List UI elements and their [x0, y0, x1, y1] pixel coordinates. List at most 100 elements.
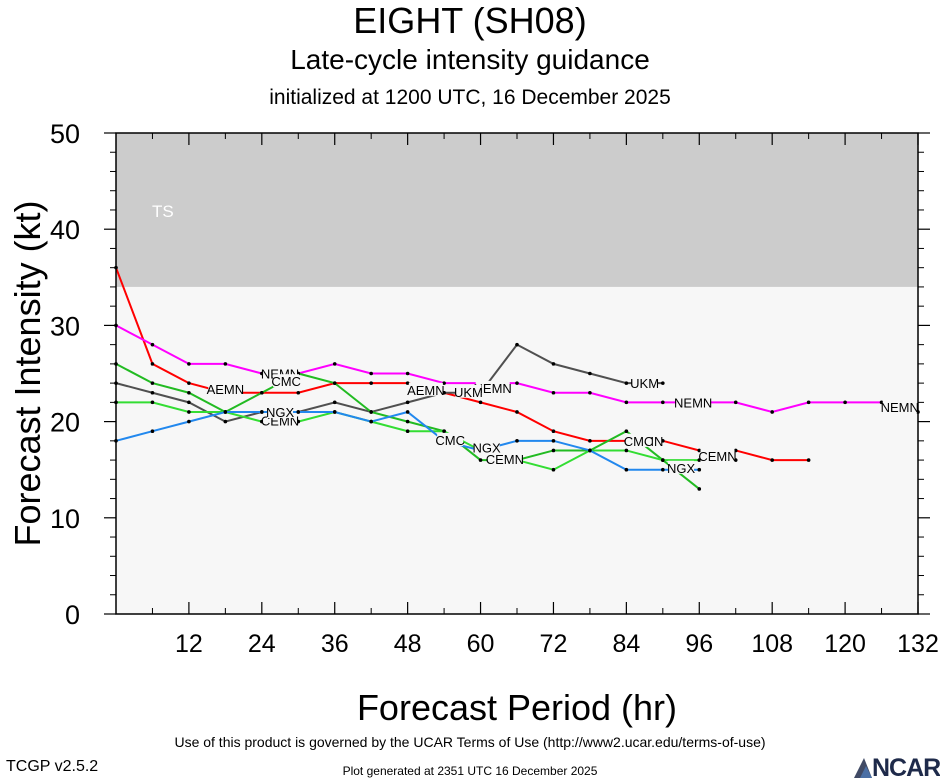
series-label-bg [631, 376, 658, 390]
data-point-ngx [661, 467, 665, 472]
series-label-nemn: NEMN [674, 395, 712, 410]
data-point-ukm [223, 419, 228, 424]
intensity-band-ts [116, 133, 918, 287]
y-tick-label: 30 [50, 311, 80, 341]
data-point-ukm [624, 381, 629, 385]
data-point-cmc [260, 390, 264, 395]
data-point-ukm [515, 342, 519, 347]
data-point-cemn [551, 467, 556, 472]
band-label: TS [152, 202, 174, 221]
data-point-aemn [515, 410, 519, 414]
data-point-cemn [260, 419, 264, 424]
series-label-aemn: AEMN [407, 383, 445, 398]
series-label-cmc: CMC [624, 434, 654, 449]
x-tick-label: 132 [897, 630, 939, 658]
data-point-aemn [661, 439, 665, 443]
series-label-cemn: CEMN [486, 452, 524, 467]
data-point-aemn [697, 448, 702, 453]
data-point-aemn [187, 381, 191, 385]
series-label-ngx: NGX [473, 441, 502, 456]
data-point-ngx [223, 410, 228, 414]
data-point-cmc [332, 381, 337, 385]
data-point-cmc [624, 429, 629, 434]
series-label-cemn: CEMN [698, 449, 736, 464]
data-point-ngx [697, 467, 702, 472]
data-point-nemn [150, 342, 155, 347]
data-point-aemn [733, 448, 738, 453]
data-point-nemn [624, 400, 629, 405]
series-label-bg [676, 395, 711, 409]
x-tick-label: 24 [248, 630, 276, 658]
data-point-cemn [150, 400, 155, 405]
series-label-bg [473, 440, 500, 454]
y-tick-label: 50 [50, 119, 80, 149]
init-time-line: initialized at 1200 UTC, 16 December 202… [269, 86, 671, 109]
y-axis-title: Forecast Intensity (kt) [7, 200, 48, 546]
x-axis-title: Forecast Period (hr) [357, 687, 677, 728]
series-label-ukm: UKM [630, 376, 659, 391]
data-point-aemn [806, 458, 811, 462]
data-point-ngx [187, 419, 191, 424]
data-point-cmc [551, 448, 556, 453]
series-label-bg [267, 404, 294, 418]
data-point-nemn [442, 381, 446, 385]
data-point-ngx [405, 410, 410, 414]
plot-frame [115, 132, 919, 615]
data-point-nemn [879, 400, 884, 405]
data-point-ukm [332, 400, 337, 405]
chart-subtitle: Late-cycle intensity guidance [290, 44, 650, 75]
data-point-nemn [661, 400, 665, 405]
data-point-ngx [369, 419, 373, 424]
data-point-nemn [223, 362, 228, 366]
data-point-aemn [369, 381, 373, 385]
data-point-cemn [661, 458, 665, 462]
data-point-ukm [661, 381, 665, 385]
series-label-bg [882, 400, 917, 414]
data-point-ukm [551, 362, 556, 366]
data-point-nemn [260, 371, 264, 376]
x-tick-label: 120 [824, 630, 866, 658]
data-point-cmc [478, 458, 483, 462]
data-point-ngx [150, 429, 155, 434]
series-label-ngx: NGX [266, 405, 295, 420]
data-point-cmc [150, 381, 155, 385]
x-tick-label: 60 [467, 630, 495, 658]
x-tick-label: 96 [685, 630, 713, 658]
data-point-nemn [405, 371, 410, 376]
data-point-ngx [551, 439, 556, 443]
series-label-nemn: NEMN [881, 400, 919, 415]
series-label-bg [437, 432, 464, 446]
chart-title: EIGHT (SH08) [353, 0, 587, 41]
version-label: TCGP v2.5.2 [6, 758, 99, 775]
series-label-bg [408, 382, 443, 396]
data-point-ngx [515, 439, 519, 443]
data-point-cemn [296, 419, 301, 424]
data-point-cemn [733, 458, 738, 462]
generated-timestamp: Plot generated at 2351 UTC 16 December 2… [342, 764, 598, 778]
data-point-ukm [442, 390, 446, 395]
series-label-bg [625, 433, 652, 447]
data-point-cmc [405, 419, 410, 424]
data-point-ngx [296, 410, 301, 414]
series-label-bg [273, 374, 300, 388]
data-point-cmc [187, 390, 191, 395]
series-label-bg [475, 380, 510, 394]
data-point-cmc [369, 410, 373, 414]
data-point-cmc [697, 487, 702, 491]
x-tick-label: 72 [540, 630, 568, 658]
series-label-nemn: NEMN [474, 381, 512, 396]
data-point-nemn [515, 381, 519, 385]
data-point-aemn [478, 400, 483, 405]
series-label-bg [668, 460, 695, 474]
series-label-ngx: NGX [667, 461, 696, 476]
series-label-aemn: AEMN [207, 382, 245, 397]
y-tick-label: 0 [65, 600, 80, 630]
series-label-bg [208, 381, 243, 395]
series-label-cmc: CMC [435, 433, 465, 448]
terms-of-use-notice: Use of this product is governed by the U… [174, 734, 766, 750]
ncar-logo-text: NCAR [872, 754, 940, 782]
series-label-cmc: CMC [271, 374, 301, 389]
y-tick-label: 40 [50, 215, 80, 245]
data-point-nemn [770, 410, 774, 414]
